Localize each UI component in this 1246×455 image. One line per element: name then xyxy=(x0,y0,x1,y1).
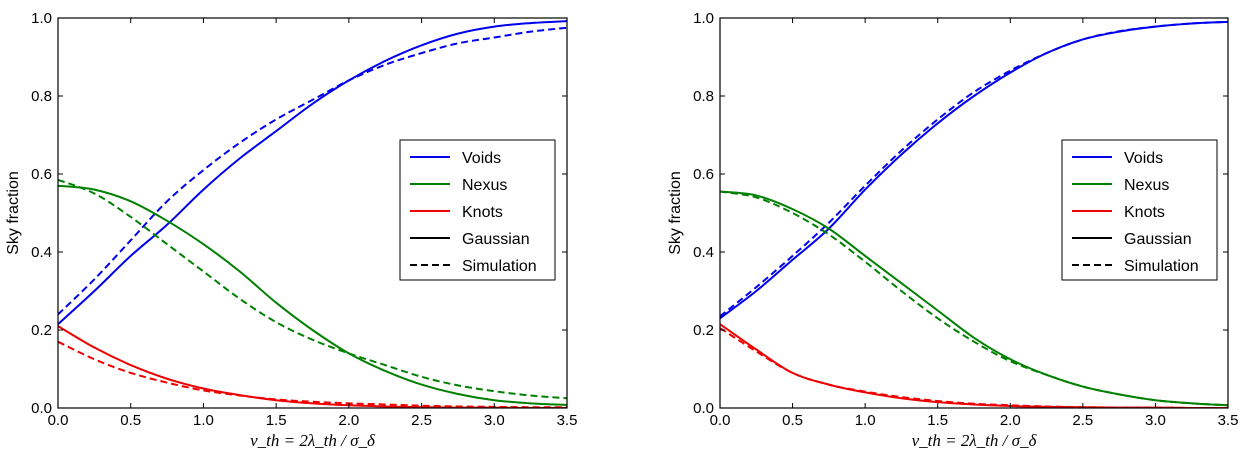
x-tick-label: 1.0 xyxy=(193,412,214,429)
y-tick-label: 0.6 xyxy=(31,166,52,183)
legend: Voids Nexus Knots Gaussian Simulation xyxy=(1061,139,1218,281)
plot-frame xyxy=(719,17,1229,409)
x-axis-label: ν_th = 2λ_th / σ_δ xyxy=(912,431,1038,450)
y-axis-label: Sky fraction xyxy=(5,171,22,255)
plot-frame xyxy=(57,17,568,409)
chart-panel-1: 0.0 0.5 1.0 1.5 2.0 2.5 3.0 3.5 0.0 0.2 0.4 0.6 0.8 1… xyxy=(5,10,577,450)
x-tick-label: 2.0 xyxy=(1000,412,1021,429)
legend-label-nexus: Nexus xyxy=(462,177,507,194)
y-tick-label: 0.4 xyxy=(31,244,52,261)
x-tick-label: 3.0 xyxy=(484,412,505,429)
y-tick-label: 0.0 xyxy=(693,400,714,417)
chart-panel-2: 0.0 0.5 1.0 1.5 2.0 2.5 3.0 3.5 0.0 0.2 0.4 0.6 0.8 1… xyxy=(667,10,1238,450)
x-tick-label: 1.0 xyxy=(855,412,876,429)
x-tick-label: 3.0 xyxy=(1145,412,1166,429)
x-tick-label: 0.0 xyxy=(48,412,69,429)
y-tick-label: 0.6 xyxy=(693,166,714,183)
legend-label-simulation: Simulation xyxy=(1124,258,1199,275)
x-tick-label: 0.0 xyxy=(710,412,731,429)
x-tick-label: 1.5 xyxy=(927,412,948,429)
legend-label-knots: Knots xyxy=(1124,204,1165,221)
series-line-knots-simulation xyxy=(720,327,1228,408)
series-line-nexus-gaussian xyxy=(58,184,567,406)
y-tick-label: 0.0 xyxy=(31,400,52,417)
y-tick-label: 0.8 xyxy=(31,88,52,105)
legend-label-gaussian: Gaussian xyxy=(462,231,530,248)
y-tick-label: 0.4 xyxy=(693,244,714,261)
x-tick-label: 3.5 xyxy=(1218,412,1239,429)
x-tick-label: 2.0 xyxy=(338,412,359,429)
legend-label-simulation: Simulation xyxy=(462,258,537,275)
x-tick-label: 1.5 xyxy=(266,412,287,429)
series-line-voids-gaussian xyxy=(58,20,567,325)
x-tick-label: 0.5 xyxy=(782,412,803,429)
legend-label-knots: Knots xyxy=(462,204,503,221)
x-tick-label: 3.5 xyxy=(557,412,578,429)
series-line-voids-simulation xyxy=(58,26,567,316)
x-tick-label: 2.5 xyxy=(411,412,432,429)
legend-label-gaussian: Gaussian xyxy=(1124,231,1192,248)
y-axis-label: Sky fraction xyxy=(667,171,684,255)
legend-label-voids: Voids xyxy=(1124,150,1163,167)
x-tick-label: 0.5 xyxy=(120,412,141,429)
legend-label-nexus: Nexus xyxy=(1124,177,1169,194)
x-axis-label: ν_th = 2λ_th / σ_δ xyxy=(250,431,376,450)
y-tick-label: 1.0 xyxy=(31,10,52,27)
series-line-nexus-simulation xyxy=(58,178,567,400)
series-line-knots-gaussian xyxy=(58,325,567,408)
y-tick-label: 1.0 xyxy=(693,10,714,27)
series-line-nexus-gaussian xyxy=(720,190,1228,407)
legend: Voids Nexus Knots Gaussian Simulation xyxy=(399,139,556,281)
y-tick-label: 0.8 xyxy=(693,88,714,105)
series-line-nexus-simulation xyxy=(720,190,1228,407)
legend-label-voids: Voids xyxy=(462,150,501,167)
y-tick-label: 0.2 xyxy=(693,322,714,339)
series-line-knots-simulation xyxy=(58,340,567,408)
x-tick-label: 2.5 xyxy=(1072,412,1093,429)
series-line-voids-simulation xyxy=(720,20,1228,318)
y-tick-label: 0.2 xyxy=(31,322,52,339)
